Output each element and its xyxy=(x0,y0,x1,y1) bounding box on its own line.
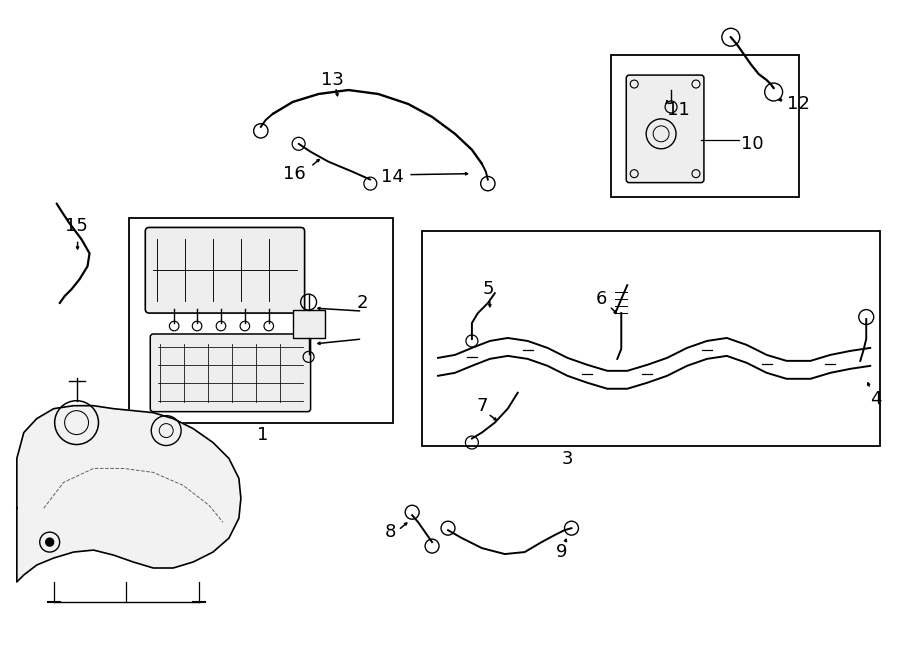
Text: 1: 1 xyxy=(257,426,268,444)
Text: 5: 5 xyxy=(482,280,493,298)
Bar xyxy=(611,55,798,196)
Text: 13: 13 xyxy=(321,71,344,89)
Text: 8: 8 xyxy=(384,523,396,541)
Text: 9: 9 xyxy=(556,543,567,561)
Text: 10: 10 xyxy=(741,135,763,153)
Text: 14: 14 xyxy=(381,168,404,186)
Bar xyxy=(130,219,393,422)
FancyBboxPatch shape xyxy=(150,334,310,412)
FancyBboxPatch shape xyxy=(626,75,704,182)
Bar xyxy=(422,231,880,446)
Circle shape xyxy=(46,538,54,546)
Text: 12: 12 xyxy=(787,95,809,113)
Text: 2: 2 xyxy=(356,294,368,312)
FancyBboxPatch shape xyxy=(145,227,304,313)
Text: 7: 7 xyxy=(476,397,488,414)
Text: 3: 3 xyxy=(562,451,573,469)
Text: 11: 11 xyxy=(667,101,689,119)
Text: 15: 15 xyxy=(65,217,88,235)
Bar xyxy=(292,310,325,338)
Text: 16: 16 xyxy=(283,165,306,182)
Text: 4: 4 xyxy=(870,390,882,408)
Polygon shape xyxy=(17,406,241,582)
Text: 6: 6 xyxy=(596,290,607,308)
